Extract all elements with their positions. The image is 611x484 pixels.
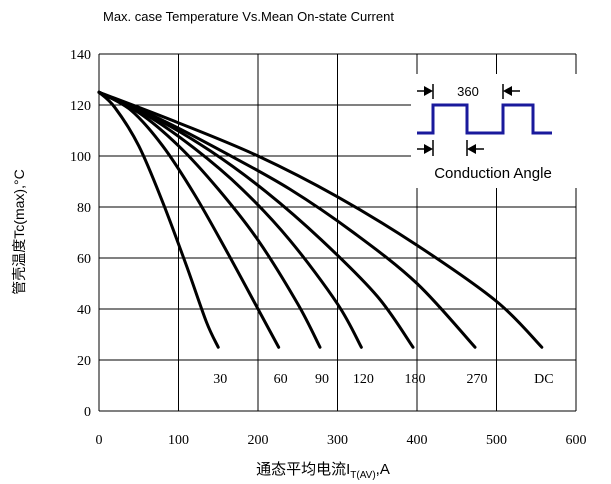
x-axis-label: 通态平均电流IT(AV),A	[256, 461, 390, 481]
y-tick-label-7: 140	[70, 48, 91, 63]
curve-label-90: 90	[315, 372, 329, 387]
conduction-angle-label: Conduction Angle	[434, 165, 552, 182]
y-tick-label-1: 20	[77, 354, 91, 369]
y-tick-label-3: 60	[77, 252, 91, 267]
curve-30	[97, 90, 220, 349]
curve-DC	[97, 90, 544, 349]
x-axis-label-tail: ,A	[376, 461, 390, 478]
angle-left-arrowhead	[424, 144, 433, 154]
x-tick-labels: 0 100 200 300 400 500 600	[96, 433, 587, 448]
chart-title: Max. case Temperature Vs.Mean On-state C…	[103, 9, 394, 24]
curve-label-30: 30	[213, 372, 227, 387]
y-tick-label-6: 120	[70, 99, 91, 114]
x-tick-label-4: 400	[407, 433, 428, 448]
x-tick-label-0: 0	[96, 433, 103, 448]
inset-background	[411, 74, 577, 188]
angle-right-arrowhead	[467, 144, 476, 154]
x-tick-label-1: 100	[168, 433, 189, 448]
y-tick-label-2: 40	[77, 303, 91, 318]
y-tick-labels: 0 20 40 60 80 100 120 140	[70, 48, 91, 420]
period-right-arrowhead	[503, 86, 512, 96]
x-tick-label-5: 500	[486, 433, 507, 448]
x-axis-label-main: 通态平均电流I	[256, 461, 350, 478]
curve-label-DC: DC	[534, 372, 553, 387]
period-label: 360	[457, 84, 479, 99]
curves	[97, 90, 544, 349]
curve-label-120: 120	[353, 372, 374, 387]
y-axis-label: 管壳温度Tc(max),°C	[11, 169, 27, 294]
curve-label-180: 180	[405, 372, 426, 387]
curve-60	[97, 90, 281, 349]
conduction-angle-inset: 360 Conduction Angle	[411, 74, 577, 188]
x-tick-label-6: 600	[566, 433, 587, 448]
curve-label-270: 270	[467, 372, 488, 387]
y-tick-label-0: 0	[84, 405, 91, 420]
curve-labels: 30 60 90 120 180 270 DC	[213, 372, 553, 387]
period-left-arrowhead	[424, 86, 433, 96]
curve-label-60: 60	[274, 372, 288, 387]
curve-270	[97, 90, 477, 349]
x-tick-label-2: 200	[248, 433, 269, 448]
x-tick-label-3: 300	[327, 433, 348, 448]
y-tick-label-4: 80	[77, 201, 91, 216]
curve-90	[97, 90, 322, 349]
y-tick-label-5: 100	[70, 150, 91, 165]
x-axis-label-sub: T(AV)	[350, 470, 375, 481]
waveform	[417, 103, 552, 135]
